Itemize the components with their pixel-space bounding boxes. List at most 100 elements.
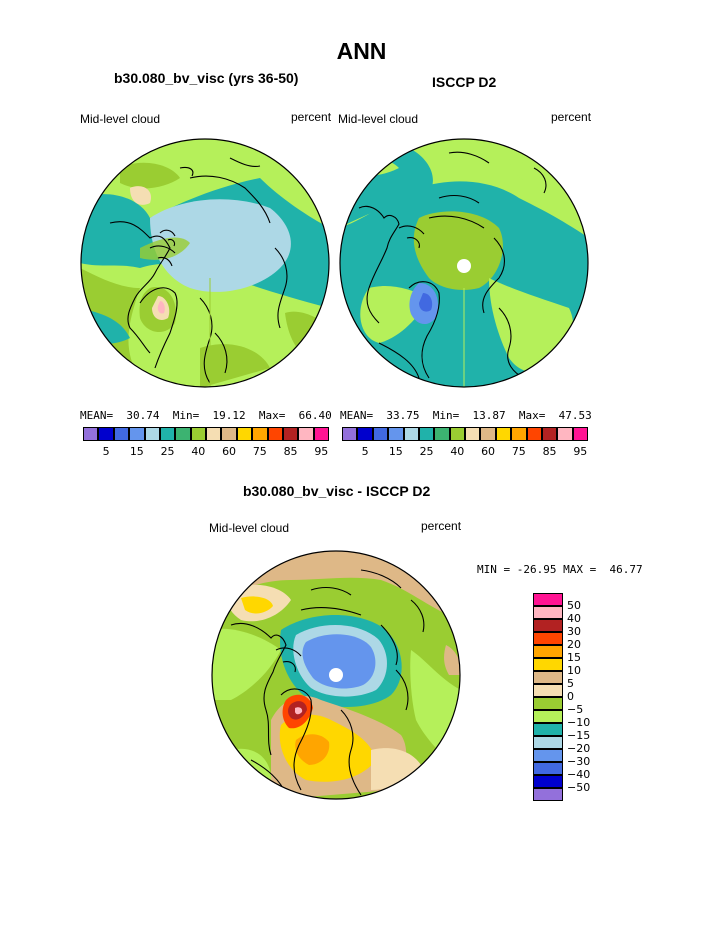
colorbar-obs-swatch xyxy=(418,427,435,441)
panel-model-min-label: Min= xyxy=(172,409,200,422)
colorbar-model-swatch xyxy=(221,427,237,441)
panel-obs-variable-label: Mid-level cloud xyxy=(338,112,419,126)
colorbar-obs-swatch xyxy=(449,427,465,441)
colorbar-diff-swatch xyxy=(533,749,563,762)
colorbar-obs-tick-label: 85 xyxy=(542,445,557,458)
panel-obs-mean-label: MEAN= xyxy=(340,409,374,422)
colorbar-obs-swatch xyxy=(357,427,373,441)
colorbar-obs-tick-label: 5 xyxy=(361,445,369,458)
colorbar-diff-swatch xyxy=(533,762,563,775)
panel-diff-variable-label: Mid-level cloud xyxy=(209,521,290,535)
colorbar-obs-swatch xyxy=(403,427,419,441)
colorbar-model-tick-label: 5 xyxy=(102,445,110,458)
colorbar-diff-tick-label: 0 xyxy=(567,690,574,703)
colorbar-model-tick-label: 75 xyxy=(252,445,267,458)
colorbar-diff-swatch xyxy=(533,671,563,684)
colorbar-obs-tick-label: 75 xyxy=(511,445,526,458)
map-obs xyxy=(339,138,589,388)
colorbar-diff-tick-label: 40 xyxy=(567,612,581,625)
colorbar-model-swatch xyxy=(206,427,222,441)
colorbar-model-swatch xyxy=(252,427,268,441)
panel-model-mean-label: MEAN= xyxy=(80,409,114,422)
colorbar-obs-swatch xyxy=(511,427,527,441)
colorbar-model xyxy=(83,427,329,441)
colorbar-model-tick-label: 15 xyxy=(129,445,144,458)
colorbar-model-swatch xyxy=(83,427,99,441)
colorbar-diff-tick-label: −15 xyxy=(567,729,591,742)
colorbar-obs-swatch xyxy=(572,427,588,441)
colorbar-obs-swatch xyxy=(480,427,496,441)
colorbar-obs-tick-label: 95 xyxy=(573,445,588,458)
panel-obs-min: 13.87 xyxy=(472,409,506,422)
panel-diff-units-label: percent xyxy=(421,519,462,533)
colorbar-model-swatch xyxy=(298,427,314,441)
colorbar-diff-tick-label: −40 xyxy=(567,768,591,781)
colorbar-model-swatch xyxy=(98,427,114,441)
colorbar-obs-tick-label: 25 xyxy=(419,445,434,458)
panel-obs-max-label: Max= xyxy=(518,409,546,422)
panel-obs-units-label: percent xyxy=(551,110,592,124)
colorbar-obs-swatch xyxy=(526,427,542,441)
panel-model-stats: MEAN= 30.74 Min= 19.12 Max= 66.40 xyxy=(80,409,332,422)
colorbar-model-ticks: 5 15 25 40 60 75 85 95 xyxy=(83,445,329,459)
panel-diff-minmax: MIN = -26.95 MAX = 46.77 xyxy=(477,563,643,576)
colorbar-diff-tick-label: 5 xyxy=(567,677,574,690)
panel-obs-mean: 33.75 xyxy=(386,409,420,422)
colorbar-model-tick-label: 40 xyxy=(191,445,206,458)
colorbar-model-tick-label: 60 xyxy=(222,445,237,458)
colorbar-diff-tick-label: 15 xyxy=(567,651,581,664)
colorbar-diff-swatch xyxy=(533,710,563,723)
colorbar-obs-ticks: 5 15 25 40 60 75 85 95 xyxy=(342,445,588,459)
colorbar-diff-swatch xyxy=(533,775,563,788)
colorbar-diff-swatch xyxy=(533,619,563,632)
colorbar-obs-swatch xyxy=(495,427,512,441)
colorbar-diff-swatch xyxy=(533,658,563,671)
colorbar-model-swatch xyxy=(236,427,253,441)
panel-obs-min-label: Min= xyxy=(432,409,460,422)
colorbar-model-tick-label: 85 xyxy=(283,445,298,458)
colorbar-obs-swatch xyxy=(388,427,404,441)
colorbar-obs-swatch xyxy=(372,427,389,441)
colorbar-diff-swatch xyxy=(533,723,563,736)
colorbar-diff-swatch xyxy=(533,736,563,749)
colorbar-model-swatch xyxy=(282,427,299,441)
colorbar-model-swatch xyxy=(113,427,130,441)
panel-model-max: 66.40 xyxy=(298,409,332,422)
panel-model-min: 19.12 xyxy=(212,409,246,422)
colorbar-diff-swatch xyxy=(533,697,563,710)
colorbar-obs xyxy=(342,427,588,441)
colorbar-diff-swatch xyxy=(533,632,563,645)
colorbar-diff-tick-label: 10 xyxy=(567,664,581,677)
colorbar-model-tick-label: 95 xyxy=(314,445,329,458)
colorbar-obs-swatch xyxy=(541,427,558,441)
colorbar-diff-tick-label: −50 xyxy=(567,781,591,794)
colorbar-diff xyxy=(533,593,563,801)
colorbar-model-swatch xyxy=(129,427,145,441)
panel-model-variable-label: Mid-level cloud xyxy=(80,112,161,126)
colorbar-model-swatch xyxy=(190,427,206,441)
map-model xyxy=(80,138,330,388)
colorbar-diff-swatch xyxy=(533,645,563,658)
panel-model-mean: 30.74 xyxy=(126,409,160,422)
colorbar-obs-swatch xyxy=(434,427,450,441)
colorbar-model-tick-label: 25 xyxy=(160,445,175,458)
panel-diff-subtitle: b30.080_bv_visc - ISCCP D2 xyxy=(243,483,431,499)
panel-model-units-label: percent xyxy=(291,110,332,124)
colorbar-model-swatch xyxy=(159,427,176,441)
panel-model-subtitle: b30.080_bv_visc (yrs 36-50) xyxy=(114,70,299,86)
colorbar-obs-tick-label: 15 xyxy=(388,445,403,458)
colorbar-diff-swatch xyxy=(533,788,563,801)
colorbar-model-swatch xyxy=(175,427,191,441)
colorbar-diff-tick-label: −30 xyxy=(567,755,591,768)
colorbar-model-swatch xyxy=(267,427,283,441)
panel-obs-max: 47.53 xyxy=(558,409,592,422)
colorbar-obs-swatch xyxy=(557,427,573,441)
colorbar-diff-tick-label: 30 xyxy=(567,625,581,638)
map-difference xyxy=(211,550,461,800)
colorbar-diff-tick-label: 20 xyxy=(567,638,581,651)
colorbar-diff-tick-label: 50 xyxy=(567,599,581,612)
colorbar-obs-tick-label: 60 xyxy=(481,445,496,458)
colorbar-diff-tick-label: −20 xyxy=(567,742,591,755)
colorbar-obs-tick-label: 40 xyxy=(450,445,465,458)
colorbar-diff-swatch xyxy=(533,606,563,619)
